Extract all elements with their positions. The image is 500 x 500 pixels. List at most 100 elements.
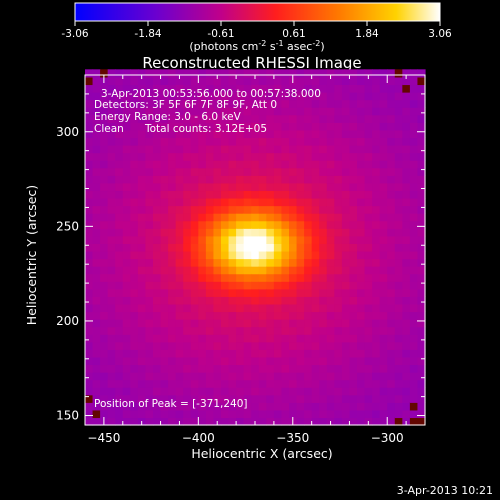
heatmap-cell: [221, 69, 230, 78]
heatmap-cell: [213, 250, 222, 260]
heatmap-cell: [137, 243, 147, 252]
heatmap-cell: [357, 319, 366, 328]
heatmap-cell: [258, 402, 267, 411]
heatmap-cell: [100, 402, 109, 411]
heatmap-cell: [122, 258, 131, 267]
heatmap-cell: [394, 84, 403, 93]
heatmap-cell: [409, 107, 419, 116]
heatmap-cell: [402, 137, 411, 146]
heatmap-cell: [228, 349, 237, 358]
heatmap-cell: [402, 379, 411, 388]
heatmap-cell: [379, 205, 388, 214]
heatmap-cell: [372, 387, 381, 396]
heatmap-cell: [115, 175, 124, 184]
heatmap-cell: [311, 160, 320, 169]
heatmap-cell: [349, 205, 358, 214]
heatmap-cell: [130, 364, 139, 373]
heatmap-cell: [394, 288, 403, 297]
heatmap-cell: [137, 220, 147, 229]
heatmap-cell: [289, 84, 298, 93]
heatmap-cell: [349, 341, 358, 350]
heatmap-cell: [228, 197, 237, 207]
heatmap-cell: [266, 145, 275, 154]
annotation-time-range: 3-Apr-2013 00:53:56.000 to 00:57:38.000: [101, 88, 321, 100]
heatmap-cell: [357, 228, 366, 237]
heatmap-cell: [394, 129, 403, 139]
heatmap-cell: [213, 197, 222, 207]
heatmap-cell: [190, 311, 199, 320]
heatmap-cell: [168, 137, 177, 146]
heatmap-cell: [175, 243, 184, 252]
heatmap-cell: [304, 281, 313, 290]
heatmap-cell: [213, 402, 222, 411]
heatmap-cell: [92, 152, 101, 161]
heatmap-cell: [326, 122, 335, 131]
heatmap-cell: [311, 311, 320, 320]
heatmap-cell: [319, 372, 328, 381]
heatmap-cell: [100, 341, 109, 350]
heatmap-cell: [243, 76, 252, 86]
heatmap-cell: [372, 250, 381, 260]
heatmap-cell: [372, 122, 381, 131]
heatmap-cell: [319, 205, 328, 214]
heatmap-cell: [190, 122, 199, 131]
heatmap-cell: [251, 160, 260, 169]
heatmap-cell: [85, 387, 94, 396]
heatmap-cell: [190, 341, 199, 350]
heatmap-cell: [357, 137, 366, 146]
heatmap-cell: [236, 356, 245, 366]
heatmap-cell: [145, 356, 154, 366]
heatmap-cell: [137, 122, 147, 131]
heatmap-cell: [153, 281, 162, 290]
heatmap-cell: [213, 334, 222, 343]
heatmap-cell: [258, 182, 267, 192]
heatmap-cell: [251, 326, 260, 335]
heatmap-cell: [213, 213, 222, 222]
heatmap-cell: [289, 228, 298, 237]
heatmap-cell: [402, 92, 411, 101]
heatmap-cell: [243, 379, 252, 388]
heatmap-cell: [289, 122, 298, 131]
heatmap-cell: [357, 145, 366, 154]
heatmap-cell: [205, 145, 215, 154]
heatmap-cell: [258, 319, 267, 328]
heatmap-cell: [107, 349, 116, 358]
heatmap-cell: [168, 356, 177, 366]
heatmap-cell: [160, 175, 169, 184]
heatmap-cell: [243, 160, 252, 169]
heatmap-cell: [198, 341, 207, 350]
heatmap-cell: [326, 76, 335, 86]
heatmap-cell: [417, 364, 426, 373]
heatmap-cell: [107, 69, 116, 78]
heatmap-cell: [122, 319, 131, 328]
heatmap-cell: [228, 409, 237, 419]
heatmap-cell: [137, 152, 147, 161]
heatmap-cell: [334, 129, 343, 139]
heatmap-cell: [122, 76, 131, 86]
heatmap-cell: [168, 409, 177, 419]
heatmap-cell: [402, 303, 411, 313]
heatmap-cell: [357, 107, 366, 116]
heatmap-cell: [326, 69, 335, 78]
heatmap-cell: [221, 152, 230, 161]
heatmap-cell: [122, 235, 131, 244]
heatmap-cell: [100, 84, 109, 93]
heatmap-cell: [409, 167, 419, 176]
heatmap-cell: [258, 107, 267, 116]
heatmap-cell: [266, 334, 275, 343]
heatmap-cell: [221, 394, 230, 403]
heatmap-cell: [213, 137, 222, 146]
heatmap-cell: [205, 122, 215, 131]
heatmap-cell: [281, 250, 290, 260]
heatmap-cell: [349, 334, 358, 343]
heatmap-cell: [228, 213, 237, 222]
heatmap-cell: [153, 129, 162, 139]
heatmap-cell: [243, 228, 252, 237]
heatmap-cell: [153, 175, 162, 184]
heatmap-cell: [281, 409, 290, 419]
heatmap-cell: [417, 296, 426, 305]
heatmap-cell: [341, 197, 351, 207]
heatmap-cell: [304, 288, 313, 297]
heatmap-cell: [266, 296, 275, 305]
heatmap-cell: [402, 387, 411, 396]
